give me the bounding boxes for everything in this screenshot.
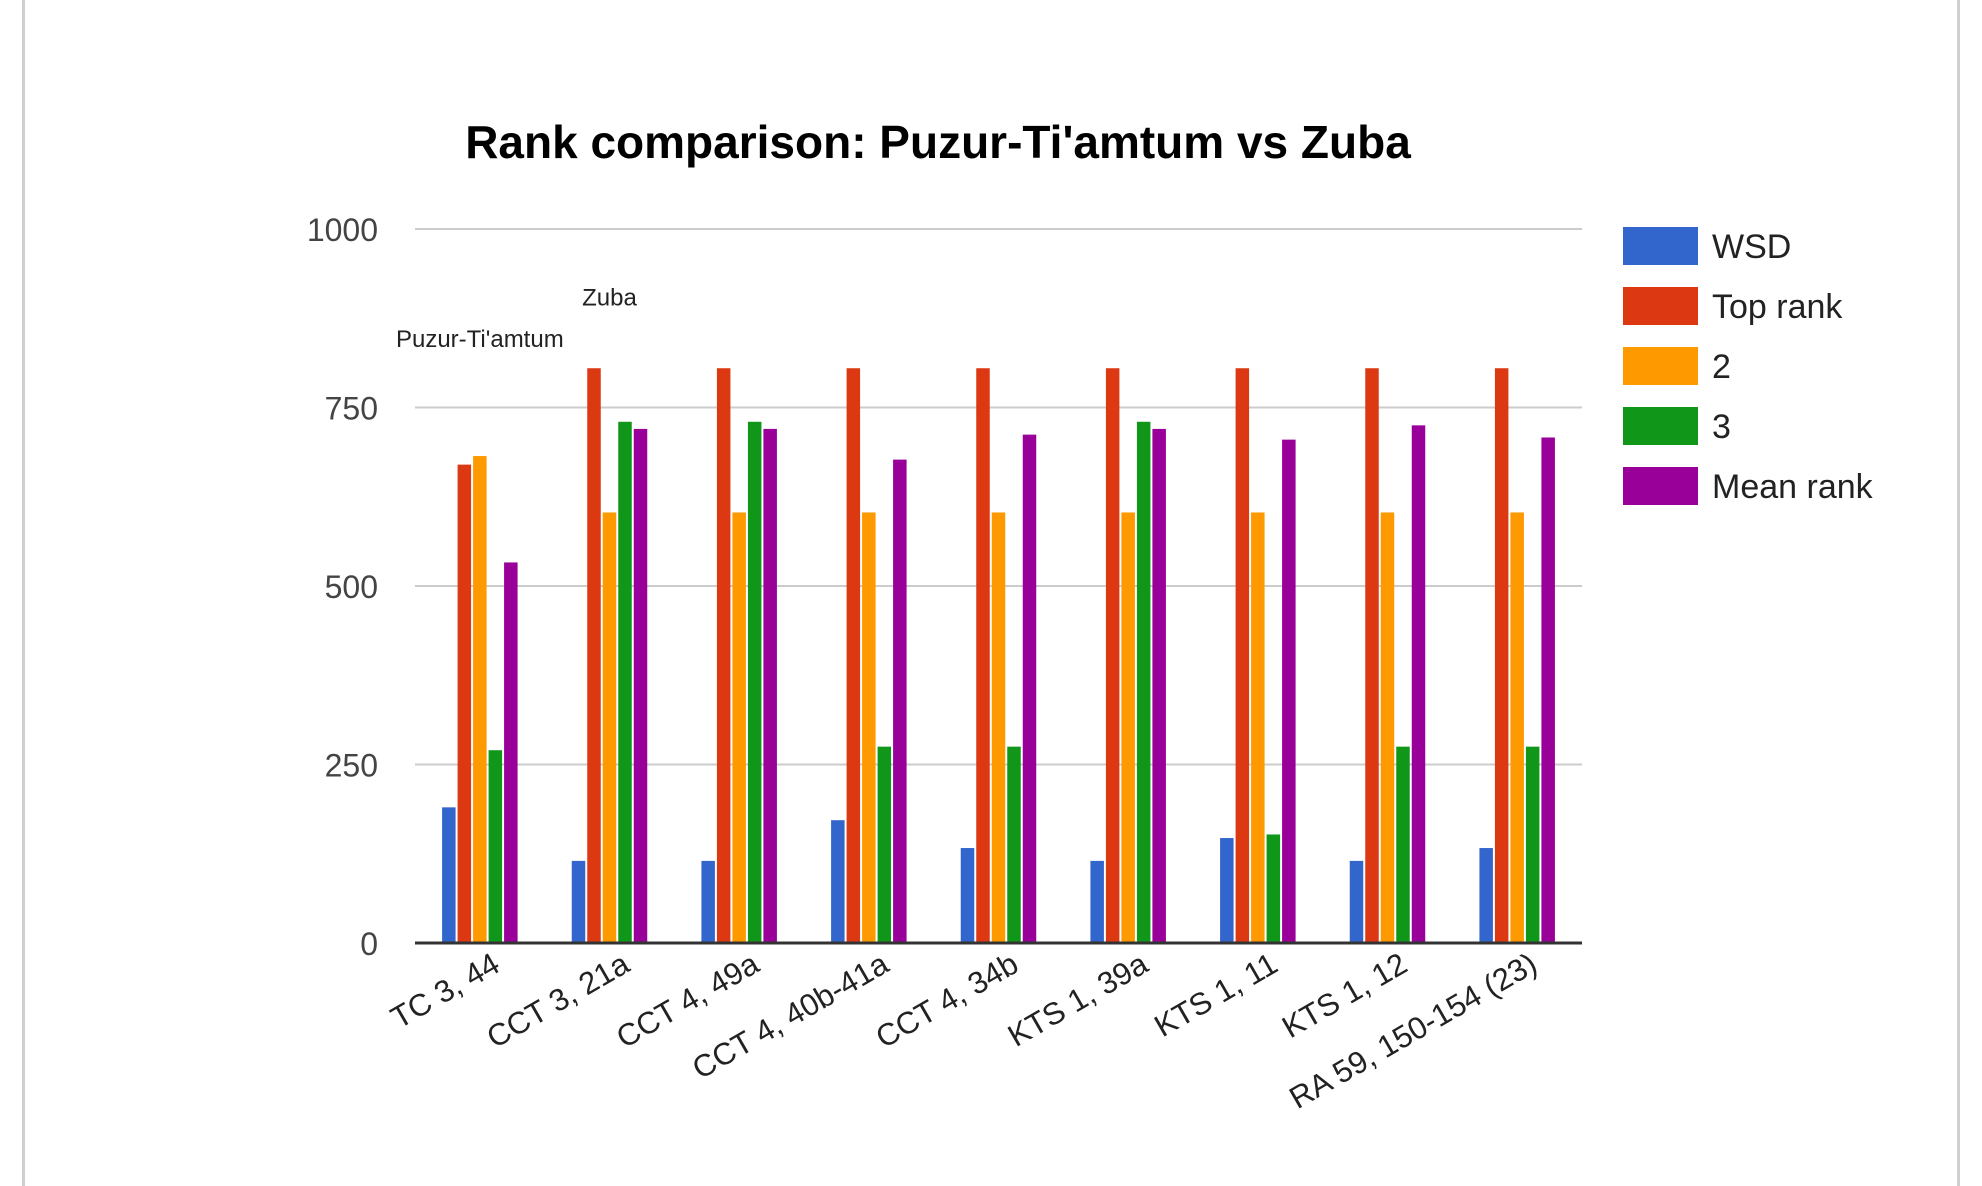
bar-3-cct-4-49a — [747, 421, 762, 943]
bar-3-kts-1-11 — [1266, 834, 1281, 943]
bar-mean-rank-cct-4-49a — [763, 428, 777, 943]
annotation-puzur-ti-amtum: Puzur-Ti'amtum — [396, 326, 564, 353]
annotation-zuba: Zuba — [582, 284, 637, 311]
legend-label-2: 2 — [1712, 348, 1731, 386]
bar-wsd-kts-1-39a — [1090, 860, 1104, 943]
x-tick-label-ra-59-150-154-23: RA 59, 150-154 (23) — [1283, 946, 1542, 1116]
bar-3-ra-59-150-154-23 — [1525, 746, 1540, 943]
legend-label-wsd: WSD — [1712, 228, 1791, 266]
bar-top-rank-cct-4-34b — [976, 368, 990, 944]
bar-3-kts-1-12 — [1396, 746, 1410, 943]
bar-3-kts-1-39a — [1136, 421, 1151, 943]
bar-mean-rank-cct-4-34b — [1022, 434, 1037, 943]
x-tick-label-kts-1-11: KTS 1, 11 — [1148, 946, 1283, 1044]
y-tick-label-500: 500 — [325, 569, 378, 605]
bar-top-rank-kts-1-12 — [1365, 368, 1379, 944]
bar-mean-rank-cct-3-21a — [633, 428, 648, 943]
bar-wsd-ra-59-150-154-23 — [1479, 848, 1493, 943]
bar-mean-rank-ra-59-150-154-23 — [1541, 437, 1555, 943]
bars — [442, 368, 1555, 944]
bar-top-rank-tc-3-44 — [457, 464, 472, 943]
frame-left-border — [22, 0, 25, 1186]
legend-label-top-rank: Top rank — [1712, 288, 1843, 326]
y-tick-label-1000: 1000 — [307, 212, 378, 248]
bar-2-cct-4-34b — [991, 512, 1006, 943]
bar-top-rank-cct-3-21a — [587, 368, 601, 944]
bar-mean-rank-tc-3-44 — [504, 562, 518, 943]
bar-mean-rank-cct-4-40b-41a — [893, 459, 907, 943]
y-tick-label-250: 250 — [325, 748, 378, 784]
bar-mean-rank-kts-1-11 — [1282, 439, 1296, 943]
bar-top-rank-cct-4-40b-41a — [846, 368, 861, 944]
bar-wsd-cct-3-21a — [571, 860, 586, 943]
bar-2-tc-3-44 — [473, 456, 487, 943]
chart-title: Rank comparison: Puzur-Ti'amtum vs Zuba — [465, 116, 1411, 168]
x-tick-label-kts-1-39a: KTS 1, 39a — [1002, 945, 1154, 1053]
bar-2-cct-4-40b-41a — [862, 512, 876, 943]
legend-swatch-3 — [1623, 407, 1698, 445]
bar-wsd-cct-4-49a — [701, 860, 715, 943]
bar-top-rank-cct-4-49a — [716, 368, 731, 944]
x-tick-label-cct-3-21a: CCT 3, 21a — [481, 945, 636, 1055]
legend-swatch-top-rank — [1623, 287, 1698, 325]
bar-top-rank-kts-1-39a — [1105, 368, 1120, 944]
bar-2-cct-4-49a — [732, 512, 746, 943]
bar-wsd-tc-3-44 — [442, 807, 456, 943]
frame-right-border — [1957, 0, 1960, 1186]
bar-2-kts-1-12 — [1380, 512, 1395, 943]
bar-3-cct-3-21a — [618, 421, 632, 943]
bar-wsd-kts-1-12 — [1349, 860, 1364, 943]
bar-mean-rank-kts-1-39a — [1152, 428, 1166, 943]
bar-top-rank-kts-1-11 — [1235, 368, 1250, 944]
bar-2-ra-59-150-154-23 — [1510, 512, 1524, 943]
annotations: Puzur-Ti'amtum Zuba — [396, 284, 638, 352]
legend-swatch-mean-rank — [1623, 467, 1698, 505]
legend-swatch-wsd — [1623, 227, 1698, 265]
legend-label-mean-rank: Mean rank — [1712, 468, 1874, 506]
legend-label-3: 3 — [1712, 408, 1731, 446]
y-tick-label-750: 750 — [325, 391, 378, 427]
bar-wsd-cct-4-34b — [960, 848, 975, 943]
bar-wsd-kts-1-11 — [1220, 838, 1234, 943]
bar-3-cct-4-34b — [1007, 746, 1021, 943]
legend: WSD Top rank 2 3 Mean rank — [1623, 227, 1874, 506]
bar-2-kts-1-11 — [1251, 512, 1265, 943]
legend-swatch-2 — [1623, 347, 1698, 385]
y-axis-ticks: 0 250 500 750 1000 — [307, 212, 378, 962]
bar-mean-rank-kts-1-12 — [1411, 425, 1426, 944]
bar-2-cct-3-21a — [602, 512, 617, 943]
x-tick-label-cct-4-34b: CCT 4, 34b — [870, 946, 1024, 1055]
bar-2-kts-1-39a — [1121, 512, 1135, 943]
bar-3-cct-4-40b-41a — [877, 746, 892, 943]
bar-wsd-cct-4-40b-41a — [831, 820, 845, 943]
bar-3-tc-3-44 — [488, 750, 503, 943]
bar-top-rank-ra-59-150-154-23 — [1494, 368, 1509, 944]
y-tick-label-0: 0 — [360, 926, 378, 962]
